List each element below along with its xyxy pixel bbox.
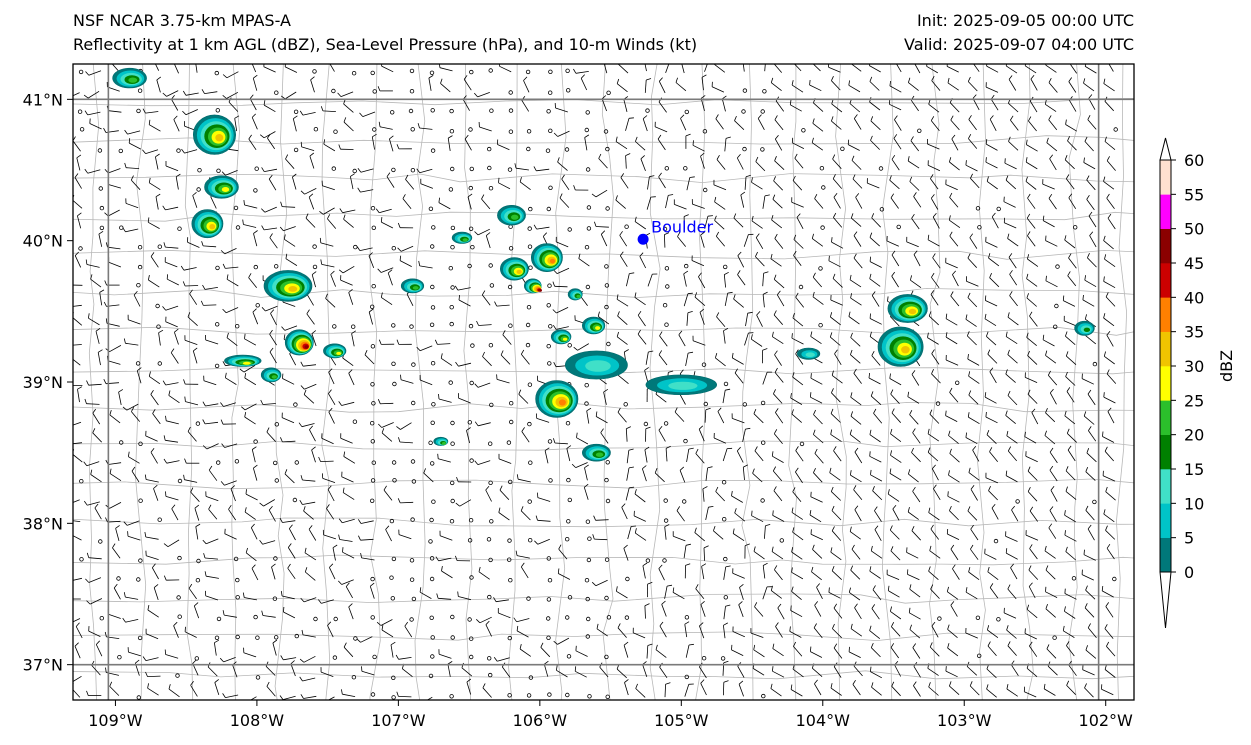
- city-markers: Boulder: [637, 217, 713, 245]
- colorbar-segment: [1160, 228, 1171, 264]
- reflectivity-cell: [284, 329, 314, 356]
- lon-tick-label: 109°W: [88, 711, 143, 730]
- colorbar-min-arrow: [1159, 571, 1172, 629]
- colorbar-tick-label: 20: [1184, 426, 1204, 445]
- colorbar-segment: [1160, 194, 1171, 229]
- reflectivity-cell: [887, 294, 928, 323]
- colorbar-segment: [1160, 469, 1171, 504]
- colorbar-tick-label: 40: [1184, 288, 1204, 307]
- city-label: Boulder: [651, 217, 713, 236]
- reflectivity-cell: [323, 343, 347, 359]
- colorbar-max-arrow: [1159, 137, 1172, 161]
- reflectivity-cell: [531, 243, 563, 273]
- colorbar-segment: [1160, 297, 1171, 332]
- colorbar: 0 5 10 15 20 25 30 35 40 45 50 55 60 dBZ: [1159, 137, 1236, 629]
- colorbar-segment: [1160, 400, 1171, 435]
- lat-tick-label: 41°N: [23, 90, 63, 109]
- lon-tick-label: 107°W: [371, 711, 426, 730]
- reflectivity-cell: [263, 270, 313, 302]
- reflectivity-cell: [400, 278, 425, 294]
- lat-tick-label: 37°N: [23, 656, 63, 675]
- reflectivity-cell: [582, 443, 611, 462]
- colorbar-tick-label: 55: [1184, 185, 1204, 204]
- reflectivity-cell: [112, 67, 147, 89]
- lat-tick-label: 38°N: [23, 514, 63, 533]
- reflectivity-cell: [523, 278, 542, 294]
- colorbar-tick-label: 15: [1184, 460, 1204, 479]
- colorbar-tick-label: 5: [1184, 529, 1194, 548]
- reflectivity-cell: [224, 354, 262, 367]
- map-plot-area: Boulder: [73, 64, 1134, 700]
- colorbar-tick-label: 60: [1184, 151, 1204, 170]
- map-axes: 109°W 108°W 107°W 106°W 105°W 104°W 103°W 102°W…: [23, 90, 1133, 730]
- lat-tick-label: 40°N: [23, 232, 63, 251]
- title-init-time: Init: 2025-09-05 00:00 UTC: [916, 11, 1134, 30]
- colorbar-label: dBZ: [1217, 350, 1236, 382]
- lon-tick-label: 108°W: [230, 711, 285, 730]
- reflectivity-cell: [191, 209, 224, 239]
- title-model: NSF NCAR 3.75-km MPAS-A: [73, 11, 291, 30]
- colorbar-segment: [1160, 537, 1171, 573]
- county-boundaries: [73, 64, 1134, 700]
- reflectivity-cell: [645, 374, 717, 395]
- reflectivity-cell: [565, 350, 628, 380]
- lon-tick-label: 106°W: [513, 711, 568, 730]
- colorbar-tick-label: 50: [1184, 220, 1204, 239]
- lat-tick-label: 39°N: [23, 373, 63, 392]
- colorbar-tick-label: 45: [1184, 254, 1204, 273]
- lon-tick-label: 105°W: [654, 711, 709, 730]
- lon-tick-label: 104°W: [796, 711, 851, 730]
- reflectivity-cell: [796, 347, 821, 360]
- colorbar-segment: [1160, 160, 1171, 195]
- reflectivity-cell: [500, 257, 529, 281]
- lon-tick-label: 103°W: [937, 711, 992, 730]
- reflectivity-cell: [433, 436, 449, 446]
- reflectivity-cell: [567, 288, 583, 301]
- colorbar-segment: [1160, 331, 1171, 367]
- title-fields: Reflectivity at 1 km AGL (dBZ), Sea-Leve…: [73, 35, 698, 54]
- city-dot: [637, 233, 649, 245]
- state-boundaries: [73, 64, 1134, 700]
- colorbar-tick-label: 35: [1184, 323, 1204, 342]
- reflectivity-cell: [1074, 320, 1095, 336]
- colorbar-segment: [1160, 434, 1171, 470]
- colorbar-tick-label: 0: [1184, 563, 1194, 582]
- colorbar-segment: [1160, 503, 1171, 538]
- reflectivity-cell: [581, 316, 606, 335]
- colorbar-tick-label: 10: [1184, 494, 1204, 513]
- title-valid-time: Valid: 2025-09-07 04:00 UTC: [903, 35, 1134, 54]
- colorbar-tick-label: 30: [1184, 357, 1204, 376]
- reflectivity-cells: [112, 67, 1095, 462]
- reflectivity-cell: [497, 205, 526, 226]
- colorbar-segment: [1160, 263, 1171, 298]
- reflectivity-cell: [451, 231, 473, 244]
- colorbar-tick-label: 25: [1184, 391, 1204, 410]
- reflectivity-cell: [877, 326, 924, 367]
- colorbar-segment: [1160, 366, 1171, 401]
- reflectivity-cell: [193, 114, 237, 155]
- reflectivity-cell: [260, 367, 282, 383]
- reflectivity-cell: [204, 175, 239, 199]
- reflectivity-cell: [535, 380, 579, 418]
- lon-tick-label: 102°W: [1079, 711, 1134, 730]
- reflectivity-cell: [550, 329, 572, 345]
